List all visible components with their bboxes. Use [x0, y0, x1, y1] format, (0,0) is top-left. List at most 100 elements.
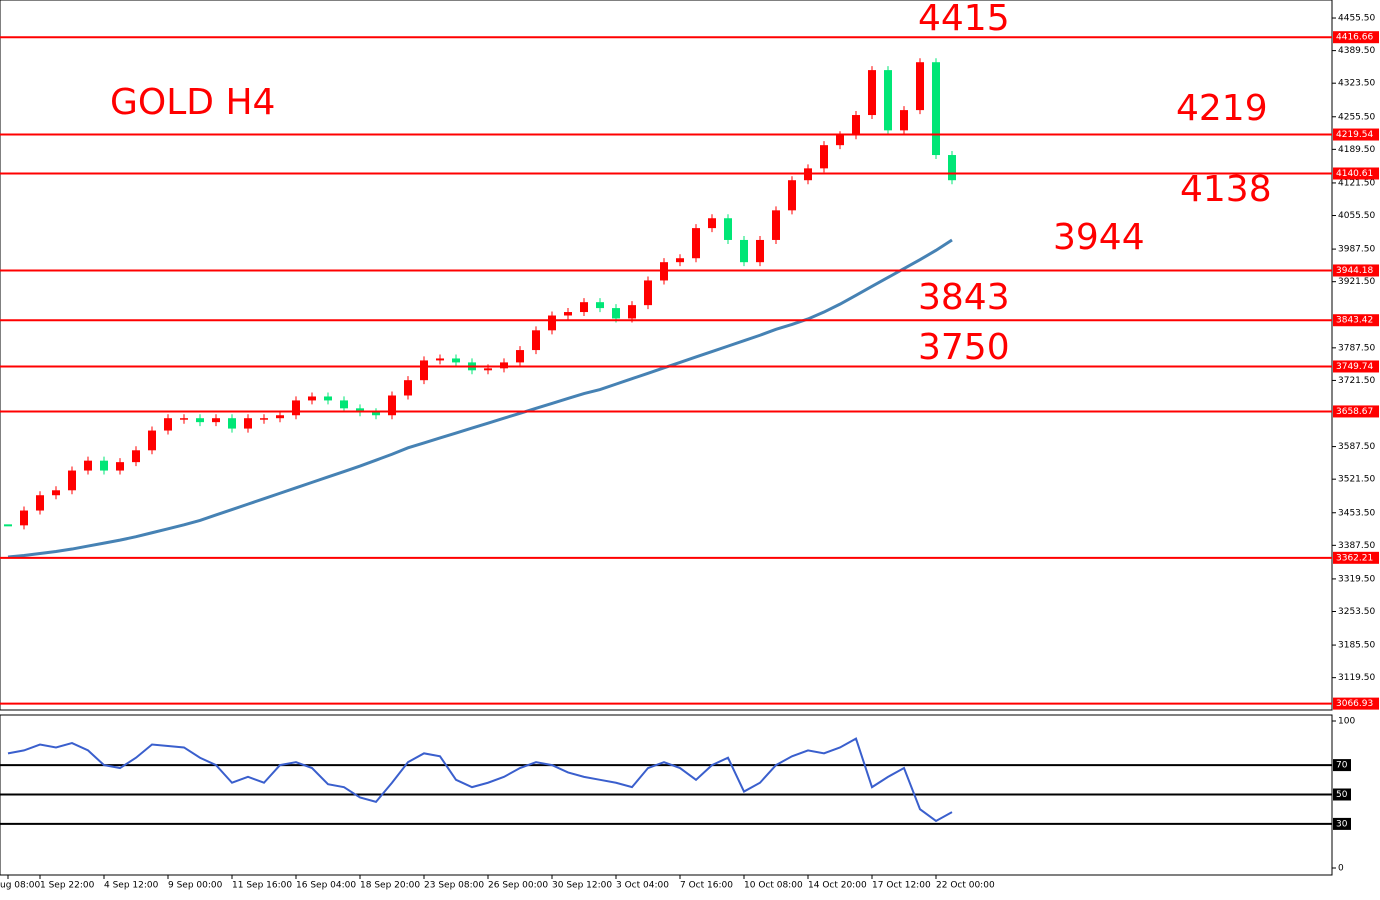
candle [596, 302, 604, 309]
level-tag-label: 3843.42 [1336, 316, 1373, 326]
candle [324, 396, 332, 401]
rsi-line [7, 737, 953, 823]
candle [788, 180, 796, 211]
chart-title: GOLD H4 [110, 82, 275, 123]
y-tick-label: 3319.50 [1338, 574, 1375, 584]
y-tick-label: 3721.50 [1338, 376, 1375, 386]
candle [340, 400, 348, 409]
candle [196, 418, 204, 423]
level-tag-label: 50 [1336, 790, 1348, 800]
candle [244, 418, 252, 429]
candle [132, 450, 140, 463]
level-tag [1333, 551, 1379, 564]
candle [292, 400, 300, 416]
y-tick-label: 3521.50 [1338, 475, 1375, 485]
level-tag-label: 3749.74 [1336, 362, 1373, 372]
candle [756, 239, 764, 263]
y-tick-label: 4189.50 [1338, 145, 1375, 155]
candle [212, 418, 220, 423]
x-tick-label: 9 Sep 00:00 [168, 881, 223, 891]
y-tick-label: 4255.50 [1338, 112, 1375, 122]
y-tick-label: 3987.50 [1338, 245, 1375, 255]
level-tag-label: 70 [1336, 761, 1348, 771]
level-tag-label: 3066.93 [1336, 699, 1373, 709]
level-tag-label: 4219.54 [1336, 130, 1373, 140]
y-tick-label: 100 [1338, 717, 1355, 727]
moving-average [7, 238, 953, 559]
x-tick-label: ug 08:00 [0, 881, 40, 891]
level-tag [1333, 314, 1379, 327]
x-tick-label: 4 Sep 12:00 [104, 881, 159, 891]
x-tick-label: 11 Sep 16:00 [232, 881, 292, 891]
candle [52, 490, 60, 496]
y-tick-label: 3119.50 [1338, 673, 1375, 683]
candle [100, 460, 108, 471]
x-tick-label: 17 Oct 12:00 [872, 881, 931, 891]
candle [420, 360, 428, 381]
y-tick-label: 0 [1338, 864, 1344, 874]
y-tick-label: 4389.50 [1338, 46, 1375, 56]
candle [116, 462, 124, 471]
level-tag [1333, 167, 1379, 180]
level-tag-label: 4416.66 [1336, 33, 1373, 43]
level-tag [1333, 405, 1379, 418]
candle [36, 495, 44, 511]
candle [868, 70, 876, 116]
candle [772, 210, 780, 240]
level-tag [1333, 264, 1379, 277]
x-tick-label: 18 Sep 20:00 [360, 881, 420, 891]
level-tag [1333, 759, 1351, 772]
level-tag-label: 4140.61 [1336, 169, 1373, 179]
candle [932, 62, 940, 156]
candle [308, 396, 316, 401]
level-tag [1333, 31, 1379, 44]
level-tag-label: 3362.21 [1336, 553, 1373, 563]
y-tick-label: 4455.50 [1338, 14, 1375, 24]
candle [276, 415, 284, 419]
x-tick-label: 10 Oct 08:00 [744, 881, 803, 891]
candle [388, 395, 396, 416]
annotation: 3843 [918, 277, 1010, 318]
x-tick-label: 22 Oct 00:00 [936, 881, 995, 891]
x-tick-label: 16 Sep 04:00 [296, 881, 356, 891]
level-tag [1333, 788, 1351, 801]
candle [708, 218, 716, 229]
candle [516, 350, 524, 363]
candle [372, 412, 380, 416]
candle [484, 368, 492, 371]
y-tick-label: 3185.50 [1338, 641, 1375, 651]
level-tag-label: 3944.18 [1336, 266, 1373, 276]
candle [644, 280, 652, 306]
candle [740, 239, 748, 263]
candle [692, 228, 700, 259]
level-tag-label: 30 [1336, 819, 1348, 829]
y-tick-label: 4323.50 [1338, 79, 1375, 89]
y-tick-label: 3787.50 [1338, 343, 1375, 353]
candle [836, 135, 844, 146]
candle [356, 408, 364, 413]
candle [548, 315, 556, 331]
candle [404, 380, 412, 396]
y-tick-label: 4055.50 [1338, 211, 1375, 221]
x-tick-label: 23 Sep 08:00 [424, 881, 484, 891]
candle [580, 302, 588, 313]
candle [564, 312, 572, 316]
candle [260, 418, 268, 420]
annotation: 4415 [918, 0, 1010, 39]
annotation: 4219 [1176, 88, 1268, 129]
y-tick-label: 3387.50 [1338, 541, 1375, 551]
annotation: 3750 [918, 327, 1010, 368]
y-tick-label: 4121.50 [1338, 178, 1375, 188]
x-tick-label: 3 Oct 04:00 [616, 881, 669, 891]
candle [532, 330, 540, 351]
candle [68, 470, 76, 491]
candle [852, 115, 860, 136]
candle [164, 418, 172, 431]
annotation: 3944 [1053, 217, 1145, 258]
candle [436, 358, 444, 361]
candle [916, 62, 924, 111]
candle [628, 305, 636, 319]
candle [20, 510, 28, 526]
level-tag [1333, 360, 1379, 373]
x-tick-label: 14 Oct 20:00 [808, 881, 867, 891]
